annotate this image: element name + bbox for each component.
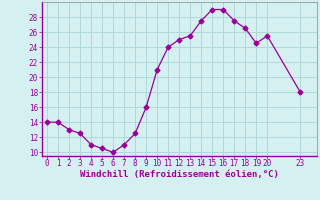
X-axis label: Windchill (Refroidissement éolien,°C): Windchill (Refroidissement éolien,°C) [80,170,279,179]
